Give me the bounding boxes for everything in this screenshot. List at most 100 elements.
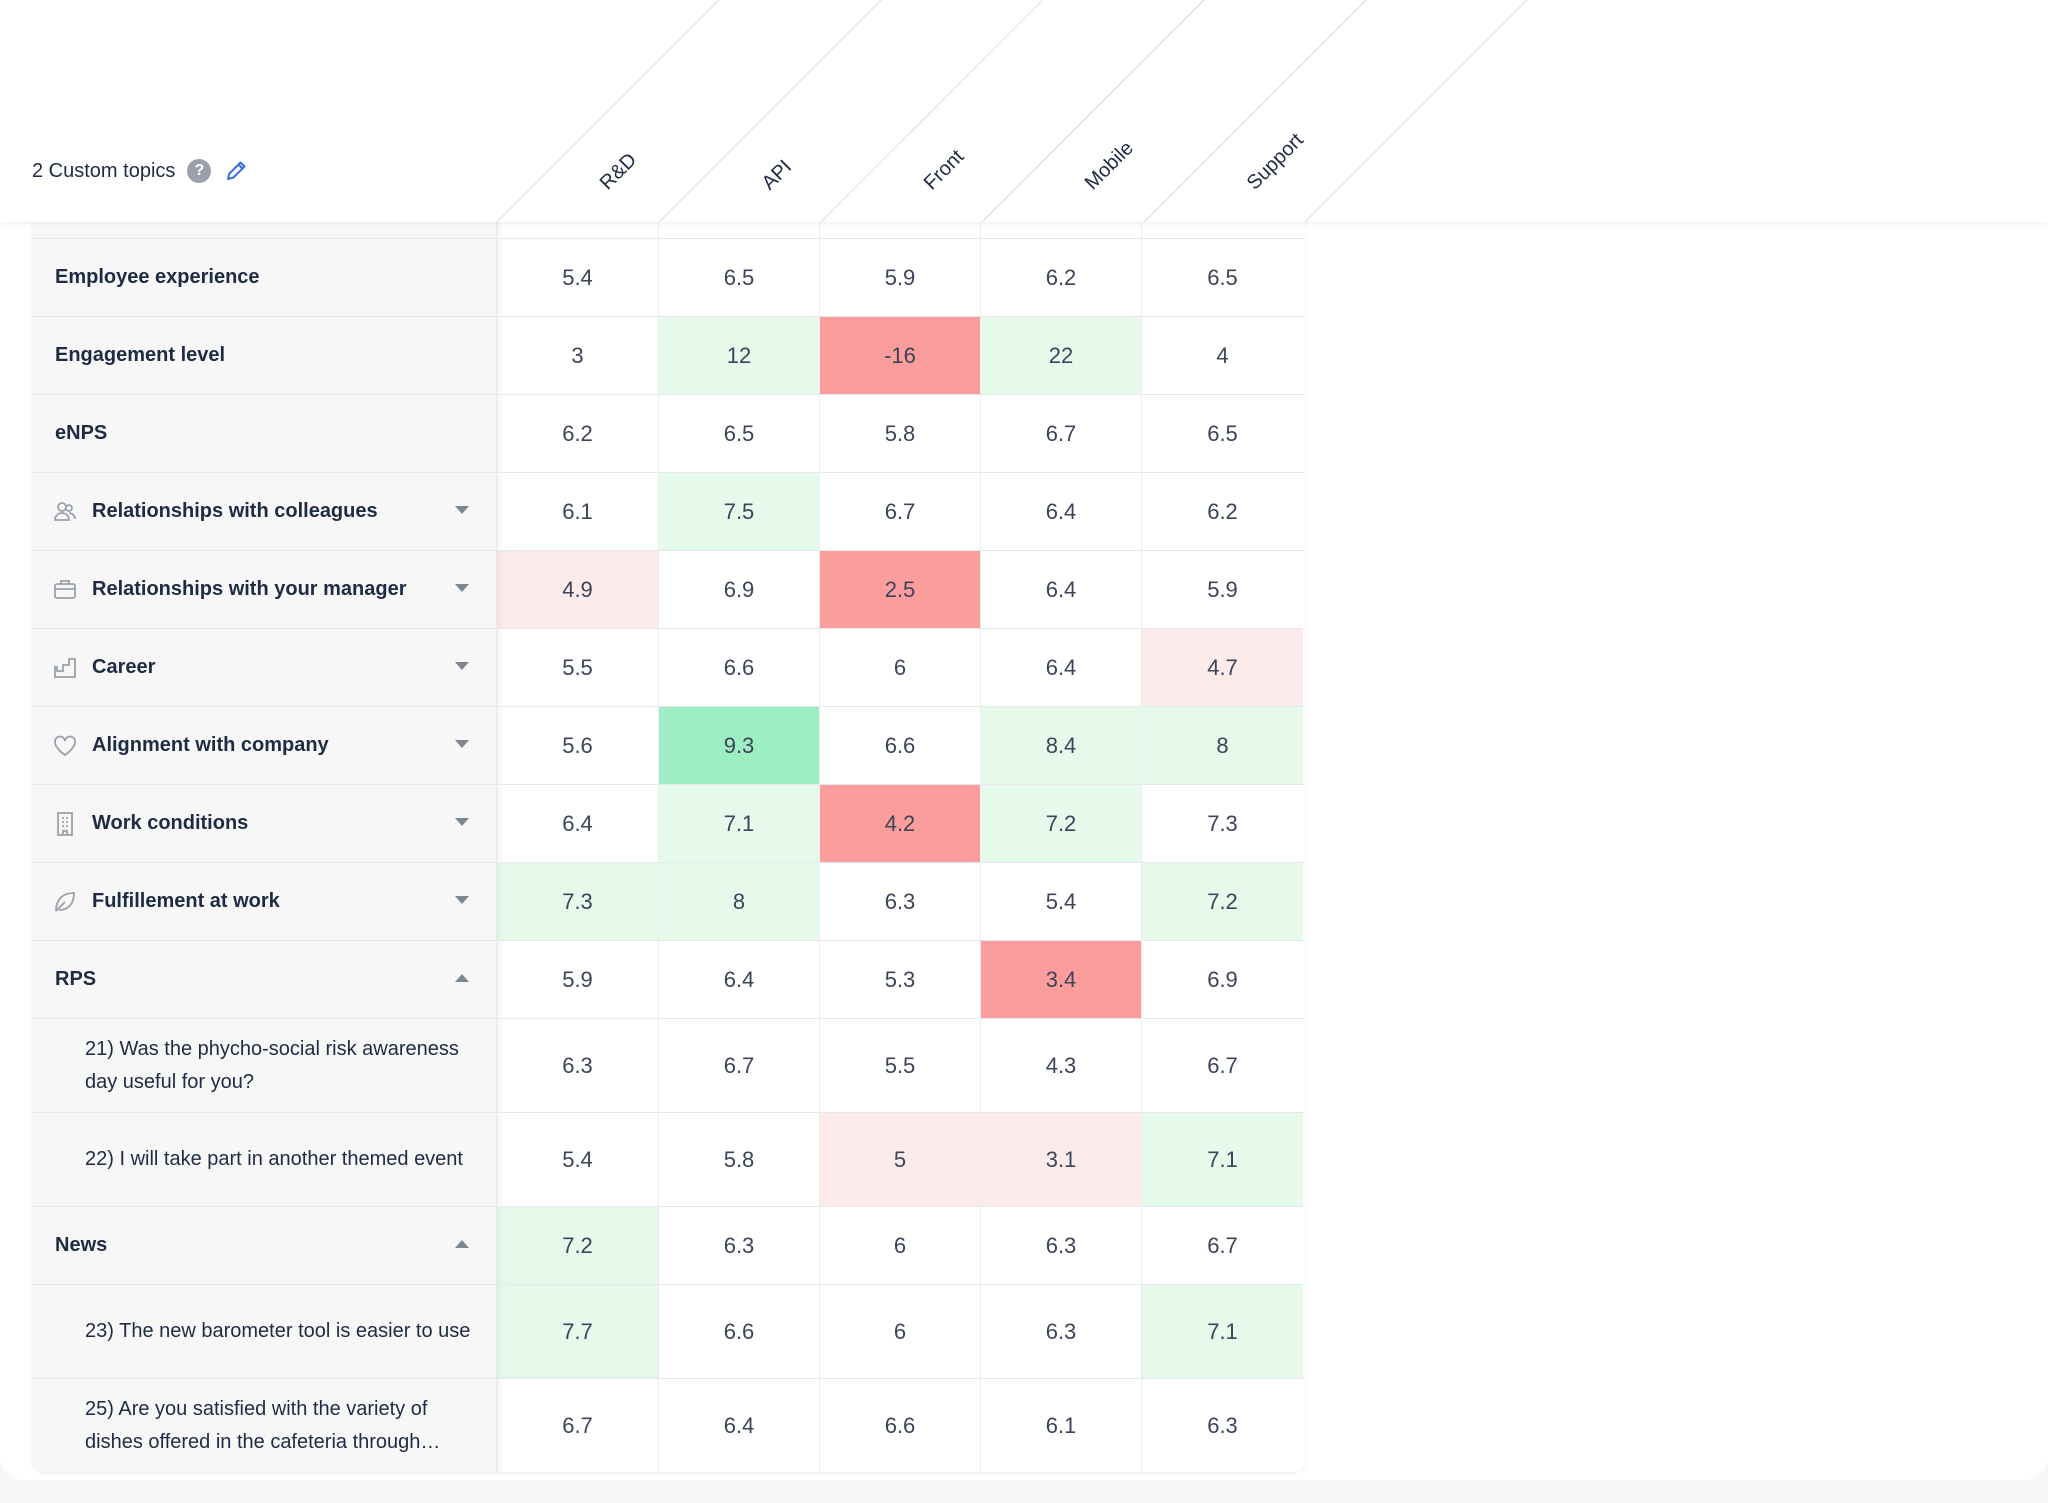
score-cell: 5.4 [981,863,1142,940]
score-cell: 6.4 [659,1379,820,1472]
score-cell: 5.9 [497,941,659,1018]
row-label[interactable]: News [32,1207,497,1284]
row-label-text: Relationships with your manager [92,578,407,600]
chevron-down-icon[interactable] [455,505,469,514]
score-cell: 7.5 [659,473,820,550]
chevron-down-icon[interactable] [455,739,469,748]
table-row: eNPS 6.2 6.5 5.8 6.7 6.5 [32,395,1305,473]
chevron-down-icon[interactable] [455,583,469,592]
header-divider [1304,0,1528,222]
score-cell: 6.5 [659,239,820,316]
header-divider [981,0,1205,222]
header-divider [1143,0,1367,222]
score-cell: 7.3 [1207,810,1238,836]
chevron-up-icon[interactable] [455,1239,469,1248]
score-cell: 6.6 [820,1379,981,1472]
score-cell: 6.4 [497,785,659,862]
row-label: Engagement level [32,317,497,394]
score-cell: 6.4 [659,941,820,1018]
score-cell: 5.6 [497,707,659,784]
chevron-down-icon[interactable] [455,817,469,826]
row-label: eNPS [32,395,497,472]
row-label-text: RPS [55,968,97,990]
row-label[interactable]: Career [32,629,497,706]
chevron-down-icon[interactable] [455,895,469,904]
score-cell: 5 [820,1113,981,1206]
score-cell: 6 [820,629,981,706]
score-cell-spacer [497,222,659,238]
score-cell: 6.7 [497,1379,659,1472]
score-cell: 8.4 [981,707,1142,784]
score-cell: 6.9 [659,551,820,628]
score-cell: 5.3 [820,941,981,1018]
row-label-text: Employee experience [55,266,260,288]
row-label[interactable]: Work conditions [32,785,497,862]
score-cell: 6 [820,1285,981,1378]
score-cell-spacer [981,222,1142,238]
table-row: Fulfillement at work 7.3 8 6.3 5.4 7.2 [32,863,1305,941]
score-cell: 6.3 [981,1207,1142,1284]
score-cell: 6.5 [659,395,820,472]
row-label-text: Career [92,656,156,678]
leaf-icon [51,888,79,916]
table-row-spacer [32,222,1305,239]
header-divider [820,0,1044,222]
score-cell: 3.1 [981,1113,1142,1206]
score-cell: 6.7 [659,1019,820,1112]
score-cell: 6.3 [820,863,981,940]
score-cell: 5.9 [1207,576,1238,602]
row-label[interactable]: Fulfillement at work [32,863,497,940]
score-cell: 5.4 [497,1113,659,1206]
score-cell: 6.7 [1207,1052,1238,1078]
custom-topics: 2 Custom topics ? [32,156,249,186]
row-label[interactable]: Alignment with company [32,707,497,784]
score-cell: 9.3 [659,707,820,784]
chevron-up-icon[interactable] [455,973,469,982]
people-icon [51,498,79,526]
score-cell: 6.5 [1207,264,1238,290]
score-cell: 6.2 [497,395,659,472]
score-cell: 6.6 [659,629,820,706]
briefcase-icon [51,576,79,604]
score-cell: 6.1 [981,1379,1142,1472]
score-cell: 4.7 [1142,629,1303,706]
row-label[interactable]: Relationships with your manager [32,551,497,628]
table-row: Career 5.5 6.6 6 6.4 4.7 [32,629,1305,707]
score-cell: 6.9 [1207,966,1238,992]
score-cell: 6.4 [981,473,1142,550]
row-label: 22) I will take part in another themed e… [32,1113,497,1206]
building-icon [51,810,79,838]
row-label[interactable]: Relationships with colleagues [32,473,497,550]
score-cell: 5.8 [820,395,981,472]
table-row: RPS 5.9 6.4 5.3 3.4 6.9 [32,941,1305,1019]
score-cell: 6.7 [820,473,981,550]
score-cell-spacer [820,222,981,238]
score-cell: 2.5 [820,551,981,628]
score-cell: 8 [659,863,820,940]
table-row: Alignment with company 5.6 9.3 6.6 8.4 8 [32,707,1305,785]
score-cell: 7.2 [497,1207,659,1284]
row-label-text: 22) I will take part in another themed e… [85,1148,463,1170]
custom-topics-label: 2 Custom topics [32,159,176,182]
row-label-text: Alignment with company [92,734,329,756]
score-cell: 6.2 [981,239,1142,316]
score-cell: 5.5 [497,629,659,706]
table-row: 22) I will take part in another themed e… [32,1113,1305,1207]
results-table: Employee experience 5.4 6.5 5.9 6.2 6.5 Engage… [32,222,1305,1472]
score-cell: 6.3 [659,1207,820,1284]
row-label: Employee experience [32,239,497,316]
score-cell: 22 [981,317,1142,394]
row-label-text: Engagement level [55,344,226,366]
score-cell: 7.1 [1142,1285,1303,1378]
stairs-icon [51,654,79,682]
chevron-down-icon[interactable] [455,661,469,670]
question-circle-icon[interactable]: ? [187,159,212,183]
score-cell: 7.2 [1142,863,1303,940]
pencil-icon[interactable] [223,158,249,184]
score-cell: 5.5 [820,1019,981,1112]
score-cell: 6.7 [1207,1232,1238,1258]
table-row: 23) The new barometer tool is easier to … [32,1285,1305,1379]
score-cell: 7.1 [659,785,820,862]
row-label[interactable]: RPS [32,941,497,1018]
score-cell: 7.1 [1142,1113,1303,1206]
